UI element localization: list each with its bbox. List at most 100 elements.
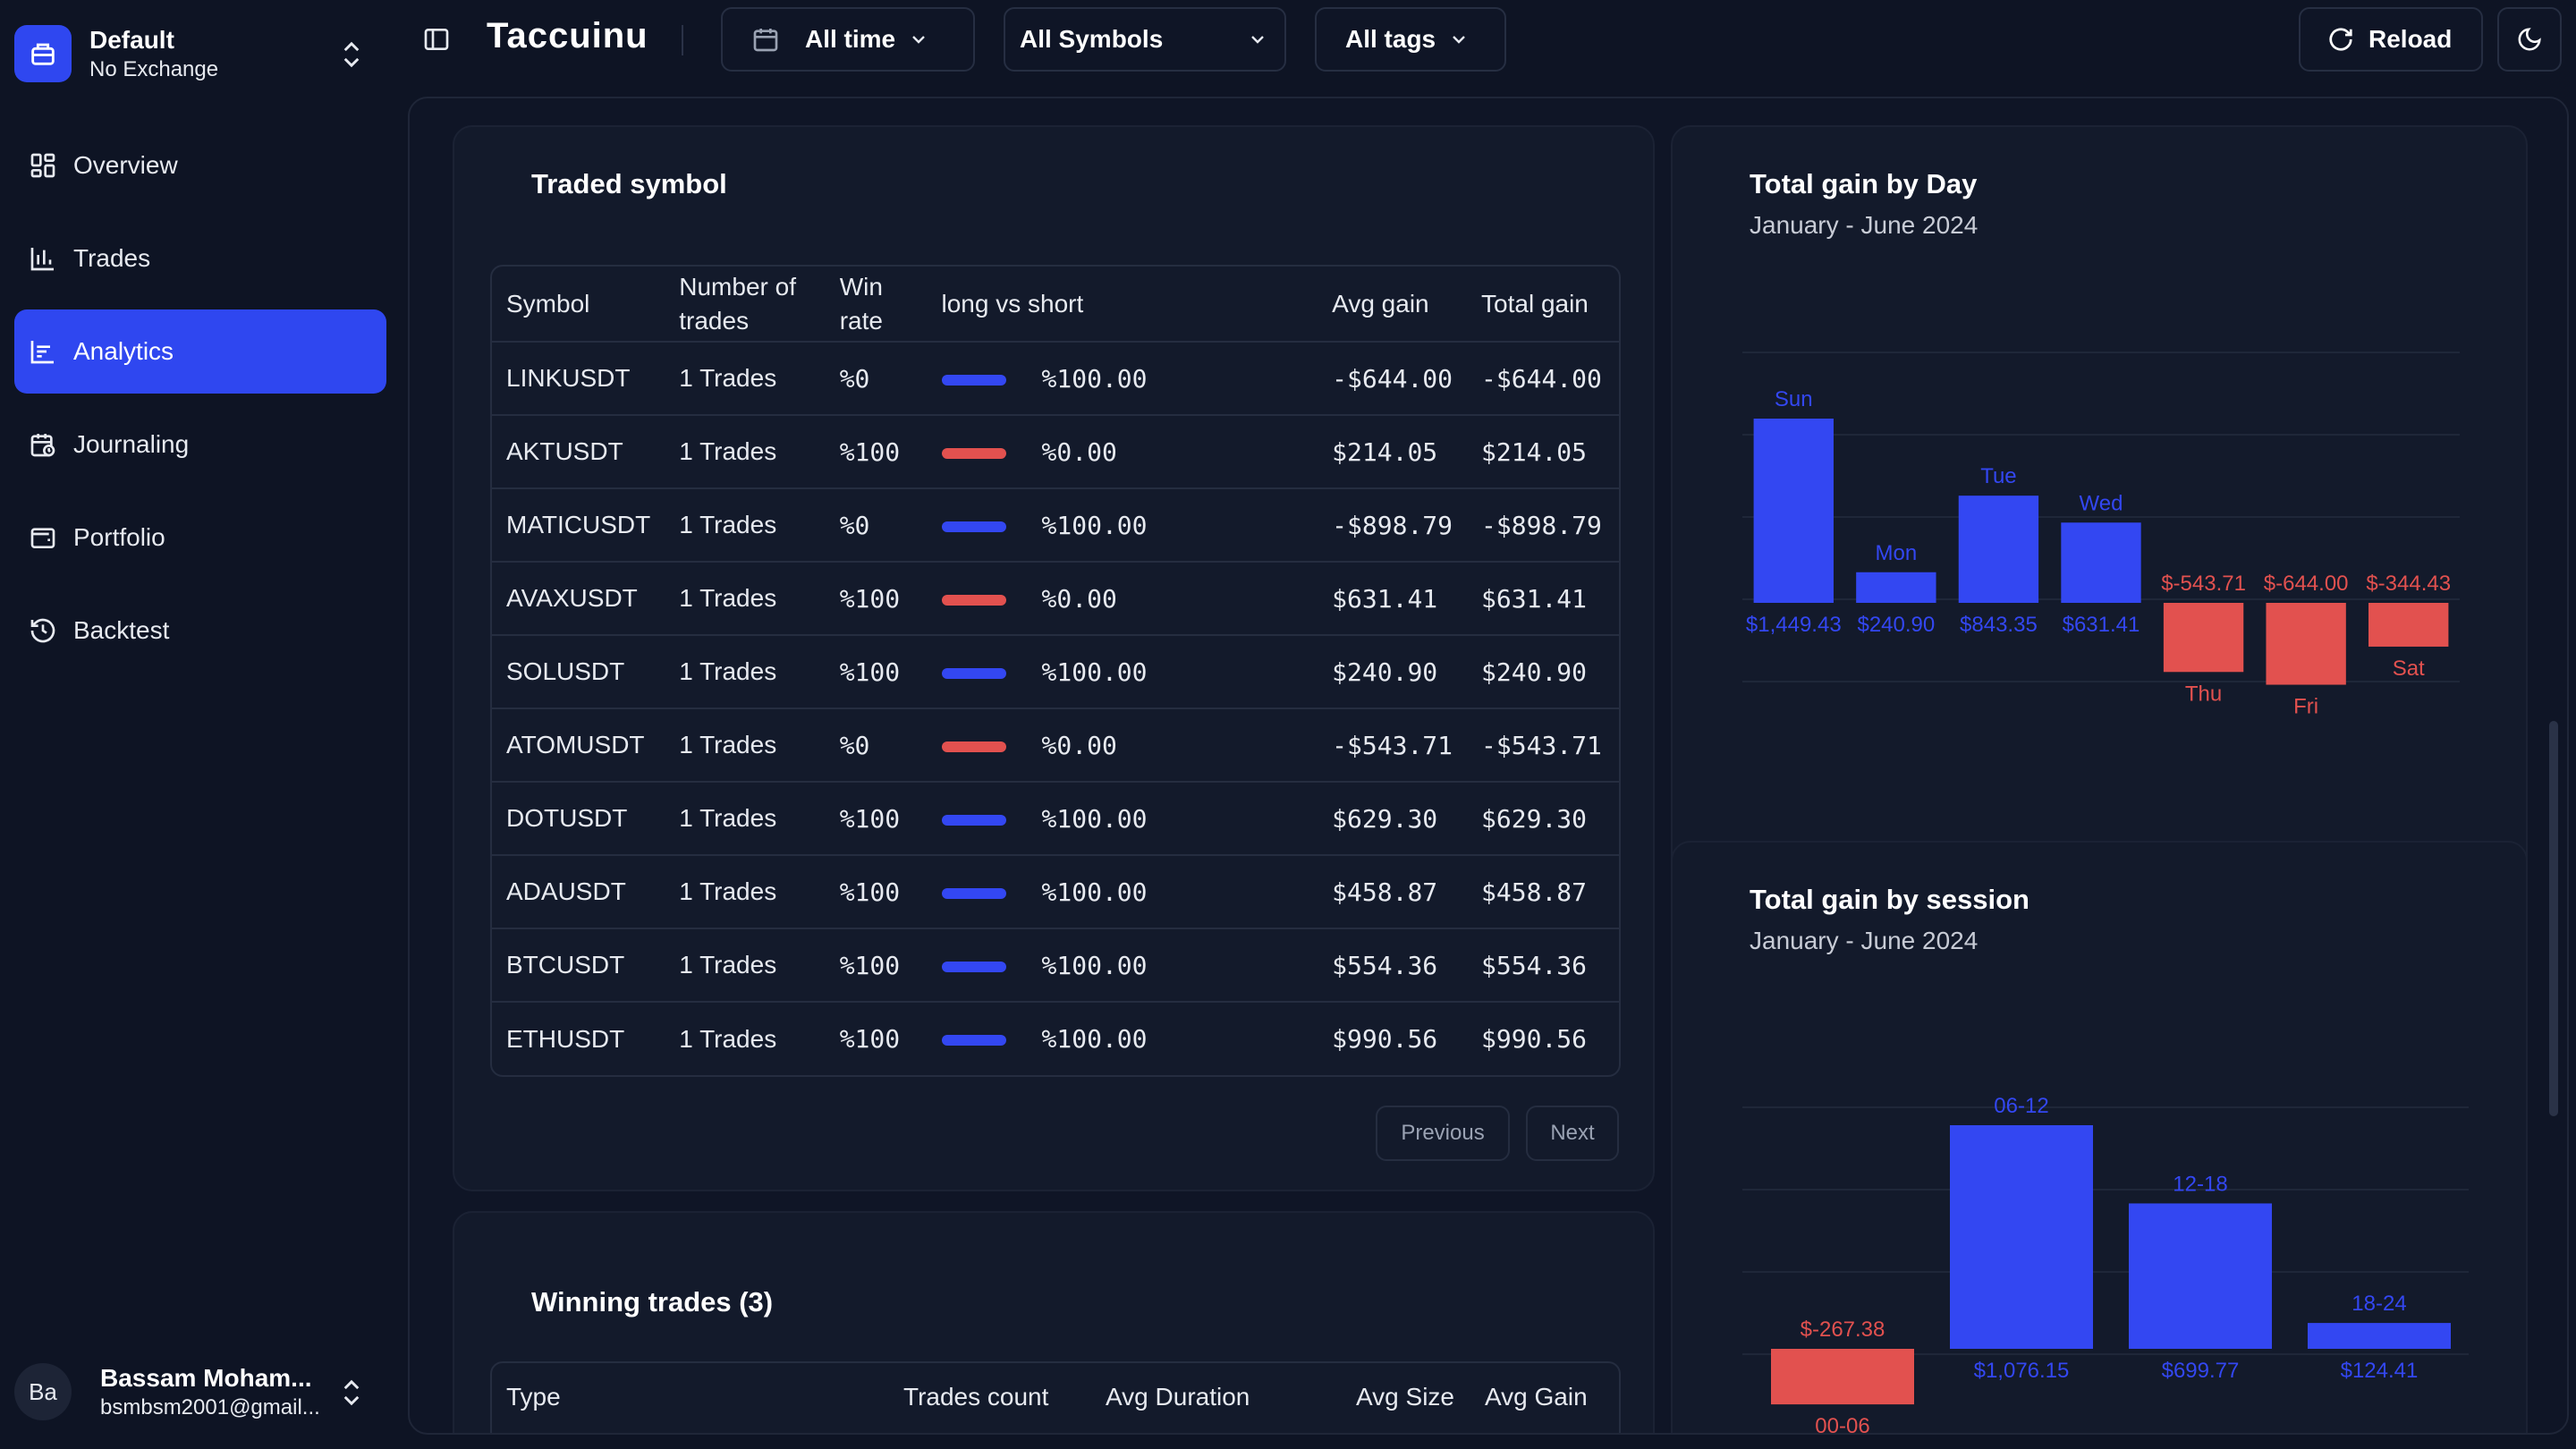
- traded-symbol-rows: LINKUSDT 1 Trades %0 %100.00 -$644.00 -$644.0…: [492, 341, 1619, 1075]
- top-bar: Taccuinu All time All Symbols All tags R…: [401, 0, 2576, 79]
- cell-trades: 1 Trades: [665, 414, 826, 488]
- chart-subtitle: January - June 2024: [1750, 927, 1979, 954]
- value-label: $1,076.15: [1974, 1359, 2070, 1383]
- table-row[interactable]: AKTUSDT 1 Trades %100 %0.00 $214.05 $214.05: [492, 414, 1619, 488]
- sidebar-item-label: Analytics: [73, 337, 174, 365]
- workspace-switcher[interactable]: Default No Exchange: [14, 14, 386, 93]
- bar[interactable]: [2061, 522, 2141, 603]
- winning-trades-table: Type Trades count Avg Duration Avg Size …: [490, 1361, 1621, 1433]
- cell-total-gain: $214.05: [1467, 414, 1619, 488]
- cell-total-gain: $240.90: [1467, 634, 1619, 708]
- sidebar-item-backtest[interactable]: Backtest: [14, 589, 386, 673]
- long-indicator: [941, 1035, 1006, 1046]
- history-icon: [29, 616, 57, 645]
- cell-avg-gain: -$898.79: [1318, 487, 1468, 562]
- user-email: bsmbsm2001@gmail...: [100, 1395, 320, 1419]
- symbol-filter-select[interactable]: All Symbols: [1004, 7, 1286, 72]
- cell-total-gain: -$898.79: [1467, 487, 1619, 562]
- bar[interactable]: [2129, 1203, 2272, 1349]
- col-header-duration: Avg Duration: [1106, 1383, 1250, 1411]
- col-header-count: Trades count: [903, 1383, 1049, 1411]
- reload-button[interactable]: Reload: [2299, 7, 2483, 72]
- long-short-pct: %100.00: [1041, 657, 1148, 687]
- table-row[interactable]: ADAUSDT 1 Trades %100 %100.00 $458.87 $458.87: [492, 854, 1619, 928]
- cell-win-rate: %0: [825, 487, 928, 562]
- col-header-type: Type: [506, 1383, 561, 1411]
- cell-trades: 1 Trades: [665, 634, 826, 708]
- cell-total-gain: -$644.00: [1467, 341, 1619, 415]
- value-label: $-543.71: [2161, 572, 2246, 596]
- category-label: Wed: [2080, 491, 2123, 515]
- chart-title: Total gain by Day: [1750, 168, 1978, 199]
- category-label: Sun: [1775, 387, 1813, 411]
- value-label: $843.35: [1960, 613, 2038, 637]
- table-row[interactable]: LINKUSDT 1 Trades %0 %100.00 -$644.00 -$644.0…: [492, 341, 1619, 415]
- cell-trades: 1 Trades: [665, 928, 826, 1002]
- workspace-name: Default: [89, 26, 174, 54]
- bar[interactable]: [2163, 603, 2244, 673]
- cell-avg-gain: $631.41: [1318, 561, 1468, 635]
- bar[interactable]: [1856, 572, 1936, 603]
- sidebar-item-label: Backtest: [73, 616, 170, 644]
- long-short-pct: %0.00: [1041, 730, 1117, 760]
- scrollbar-thumb[interactable]: [2549, 721, 2558, 1116]
- cell-long-short: %0.00: [927, 708, 1318, 782]
- cell-trades: 1 Trades: [665, 1001, 826, 1075]
- cell-total-gain: $990.56: [1467, 1001, 1619, 1075]
- col-header-trades: Number of trades: [679, 272, 796, 335]
- long-indicator: [941, 521, 1006, 532]
- cell-win-rate: %100: [825, 928, 928, 1002]
- bar[interactable]: [1771, 1349, 1914, 1405]
- sidebar-item-overview[interactable]: Overview: [14, 123, 386, 208]
- bar[interactable]: [2308, 1323, 2451, 1349]
- sidebar-nav: Overview Trades Analytics Journaling Por…: [14, 123, 386, 682]
- bar[interactable]: [1753, 419, 1834, 603]
- tag-filter-dropdown[interactable]: All tags: [1315, 7, 1506, 72]
- bar[interactable]: [1950, 1125, 2093, 1349]
- cell-avg-gain: $629.30: [1318, 781, 1468, 855]
- cell-avg-gain: $214.05: [1318, 414, 1468, 488]
- wallet-icon: [29, 523, 57, 552]
- bar[interactable]: [2368, 603, 2449, 647]
- bar[interactable]: [1958, 496, 2039, 603]
- table-row[interactable]: ETHUSDT 1 Trades %100 %100.00 $990.56 $990.56: [492, 1001, 1619, 1075]
- sidebar-item-analytics[interactable]: Analytics: [14, 309, 386, 394]
- time-filter-dropdown[interactable]: All time: [721, 7, 975, 72]
- value-label: $1,449.43: [1746, 613, 1842, 637]
- value-label: $240.90: [1857, 613, 1935, 637]
- gain-by-day-chart: Sun $1,449.43 Mon $240.90 Tue $843.35 Wed $631.…: [1742, 352, 2460, 719]
- table-row[interactable]: BTCUSDT 1 Trades %100 %100.00 $554.36 $554.36: [492, 928, 1619, 1002]
- table-row[interactable]: SOLUSDT 1 Trades %100 %100.00 $240.90 $240.90: [492, 634, 1619, 708]
- table-row[interactable]: DOTUSDT 1 Trades %100 %100.00 $629.30 $629.30: [492, 781, 1619, 855]
- long-short-pct: %0.00: [1041, 583, 1117, 614]
- cell-symbol: BTCUSDT: [492, 928, 665, 1002]
- chevron-down-icon: [1448, 29, 1470, 50]
- tag-filter-value: All tags: [1345, 25, 1436, 53]
- table-row[interactable]: AVAXUSDT 1 Trades %100 %0.00 $631.41 $631.41: [492, 561, 1619, 635]
- category-label: 18-24: [2351, 1292, 2406, 1316]
- long-short-pct: %100.00: [1041, 877, 1148, 907]
- long-indicator: [941, 374, 1006, 386]
- value-label: $-267.38: [1801, 1318, 1885, 1342]
- category-label: Thu: [2185, 682, 2222, 706]
- long-short-pct: %100.00: [1041, 510, 1148, 540]
- next-button[interactable]: Next: [1526, 1106, 1619, 1161]
- cell-win-rate: %0: [825, 708, 928, 782]
- gain-by-session-card: Total gain by session January - June 202…: [1671, 841, 2528, 1433]
- previous-button[interactable]: Previous: [1376, 1106, 1510, 1161]
- sidebar-item-trades[interactable]: Trades: [14, 216, 386, 301]
- table-row[interactable]: MATICUSDT 1 Trades %0 %100.00 -$898.79 -$898.…: [492, 487, 1619, 562]
- cell-symbol: ATOMUSDT: [492, 708, 665, 782]
- chart-title: Total gain by session: [1750, 884, 2029, 915]
- sidebar-item-journaling[interactable]: Journaling: [14, 402, 386, 487]
- bar[interactable]: [2266, 603, 2346, 685]
- sidebar-item-portfolio[interactable]: Portfolio: [14, 496, 386, 580]
- long-indicator: [941, 814, 1006, 826]
- sidebar-toggle-icon[interactable]: [422, 25, 451, 54]
- long-indicator: [941, 887, 1006, 899]
- user-name: Bassam Moham...: [100, 1364, 312, 1392]
- theme-toggle-button[interactable]: [2497, 7, 2562, 72]
- cell-trades: 1 Trades: [665, 781, 826, 855]
- user-menu[interactable]: Ba Bassam Moham... bsmbsm2001@gmail...: [14, 1352, 386, 1431]
- table-row[interactable]: ATOMUSDT 1 Trades %0 %0.00 -$543.71 -$543.71: [492, 708, 1619, 782]
